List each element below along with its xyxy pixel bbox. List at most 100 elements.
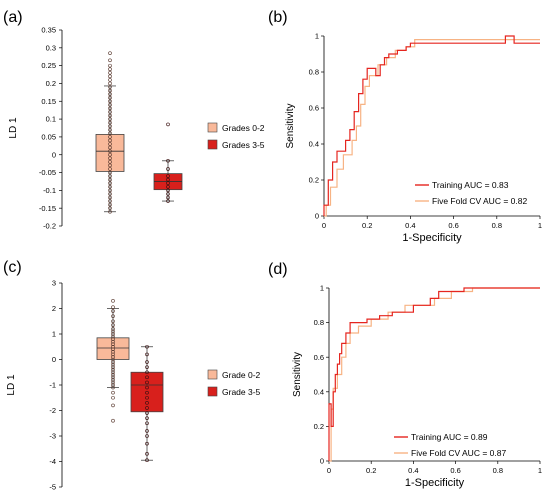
data-point: [108, 99, 112, 104]
data-point: [111, 383, 115, 387]
data-point: [145, 421, 149, 426]
data-point: [108, 88, 112, 93]
y-tick-label: 0.6: [309, 104, 319, 113]
data-point: [111, 350, 115, 354]
y-tick-label: 0.2: [314, 422, 324, 431]
legend-label: Grades 3-5: [222, 140, 265, 150]
data-point: [145, 380, 149, 385]
box-2: [130, 344, 164, 463]
y-tick-label: 0: [52, 150, 56, 159]
x-tick-label: 0.6: [450, 466, 460, 475]
panel-label-d: (d): [268, 261, 288, 278]
data-point: [111, 344, 115, 349]
legend-swatch: [207, 139, 218, 150]
data-point: [166, 177, 170, 182]
legend-label: Five Fold CV AUC = 0.82: [432, 196, 527, 206]
data-point: [145, 416, 149, 420]
data-point: [108, 95, 112, 100]
data-point: [108, 163, 112, 168]
data-point: [145, 344, 149, 349]
data-point: [145, 385, 149, 390]
data-point: [166, 188, 170, 193]
y-tick-label: 0.4: [314, 387, 324, 396]
data-point: [111, 337, 115, 341]
data-point: [145, 441, 149, 446]
data-point: [111, 378, 115, 382]
legend-swatch: [207, 386, 218, 397]
data-point: [111, 370, 115, 375]
data-point: [145, 395, 149, 400]
data-point: [111, 367, 115, 372]
y-axis-label: Sensitivity: [285, 103, 296, 148]
data-point: [108, 149, 112, 153]
x-tick-label: 0.2: [362, 221, 372, 230]
data-point: [108, 85, 112, 89]
data-point: [108, 110, 112, 114]
data-point: [111, 362, 115, 367]
x-tick-label: 1: [538, 466, 542, 475]
y-tick-label: 0.6: [314, 353, 324, 362]
data-point: [111, 403, 115, 408]
data-point: [108, 192, 112, 196]
legend-label: Training AUC = 0.89: [411, 432, 488, 442]
data-point: [108, 92, 112, 96]
data-point: [108, 51, 112, 55]
chart-panel-b: (b) 0 0.2 0.4 0.6 0.8 1 0 0.2 0.4 0.6 0.8 1 1-Specifi…: [268, 9, 542, 244]
y-tick-label: -4: [49, 457, 56, 466]
y-tick-label: 0: [315, 212, 319, 221]
data-point: [166, 174, 170, 178]
data-point: [145, 406, 149, 410]
y-tick-label: 1: [315, 32, 319, 41]
legend-label: Grades 0-2: [222, 123, 265, 133]
x-tick-label: 0.4: [408, 466, 418, 475]
data-point: [108, 188, 112, 193]
y-tick-label: -3: [49, 432, 56, 441]
data-point: [111, 390, 115, 395]
data-point: [145, 429, 149, 433]
data-point: [108, 145, 112, 150]
data-point: [111, 323, 115, 327]
data-point: [111, 357, 115, 362]
panel-label-b: (b): [268, 9, 288, 26]
data-point: [166, 122, 170, 127]
data-point: [108, 170, 112, 175]
data-point: [108, 181, 112, 186]
data-point: [108, 106, 112, 111]
data-point: [166, 167, 170, 171]
data-point: [108, 199, 112, 203]
legend-label: Grade 0-2: [222, 370, 261, 380]
data-point: [108, 138, 112, 143]
data-point: [111, 355, 115, 359]
y-tick-label: 0.2: [309, 176, 319, 185]
data-point: [166, 181, 170, 186]
y-tick-label: 1: [52, 330, 56, 339]
y-tick-label: 0: [320, 457, 324, 466]
y-axis-label: LD 1: [8, 117, 19, 139]
data-point: [145, 360, 149, 364]
box-2: [153, 122, 183, 203]
data-point: [108, 74, 112, 79]
y-tick-label: -1: [49, 381, 56, 390]
data-point: [108, 70, 112, 75]
data-point: [111, 342, 115, 347]
box-1: [95, 51, 125, 214]
x-tick-label: 0.2: [366, 466, 376, 475]
data-point: [145, 458, 149, 463]
data-point: [108, 131, 112, 136]
chart-panel-d: (d) 0 0.2 0.4 0.6 0.8 1 0 0.2 0.4 0.6 0.8 1 1-Specifi…: [268, 261, 542, 489]
data-point: [108, 103, 112, 107]
x-axis-label: 1-Specificity: [402, 232, 462, 244]
data-point: [111, 327, 115, 331]
y-tick-label: 0.25: [41, 61, 56, 70]
y-tick-label: 0.8: [309, 68, 319, 77]
data-point: [108, 156, 112, 161]
data-point: [108, 206, 112, 210]
data-point: [111, 360, 115, 364]
y-tick-label: 0.8: [314, 318, 324, 327]
legend-swatch: [207, 369, 218, 380]
data-point: [108, 78, 112, 82]
legend-label: Training AUC = 0.83: [432, 180, 509, 190]
series-line-1: [323, 35, 540, 216]
data-point: [111, 329, 115, 334]
x-tick-label: 0.4: [405, 221, 415, 230]
